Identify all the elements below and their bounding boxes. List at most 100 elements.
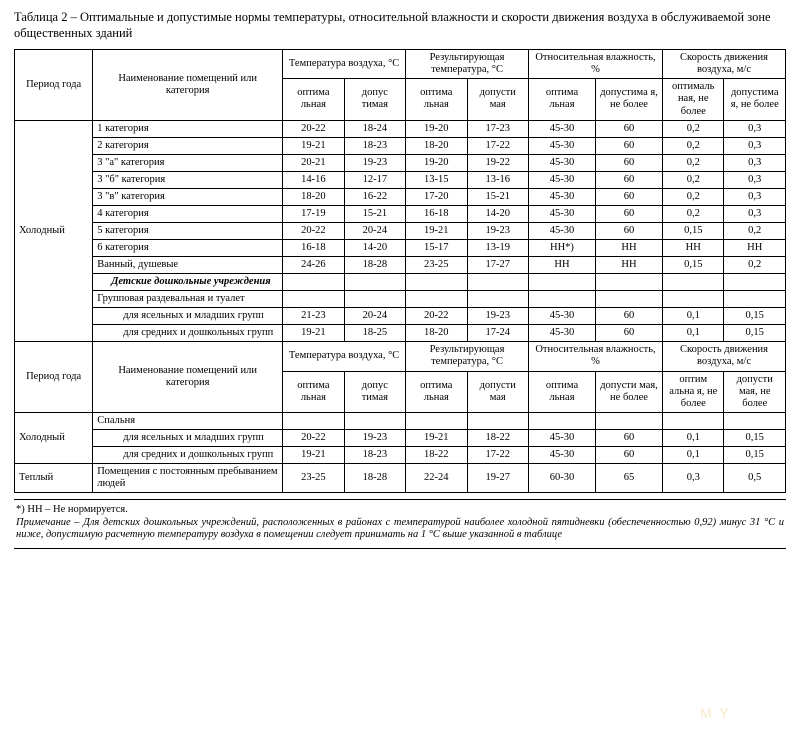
val: 17-20: [406, 188, 467, 205]
val: 0,3: [724, 188, 786, 205]
val: 45-30: [528, 188, 595, 205]
val: 15-21: [467, 188, 528, 205]
hdr-allow: допус тимая: [344, 79, 405, 120]
room-cell: для средних и дошкольных групп: [93, 325, 283, 342]
val: 60: [596, 171, 663, 188]
val: 0,1: [663, 325, 724, 342]
val: НН: [596, 257, 663, 274]
val: 17-22: [467, 137, 528, 154]
val: 45-30: [528, 446, 595, 463]
val: 60: [596, 120, 663, 137]
room-cell: 4 категория: [93, 205, 283, 222]
val: 18-23: [344, 446, 405, 463]
room-cell: для средних и дошкольных групп: [93, 446, 283, 463]
val: 45-30: [528, 308, 595, 325]
val: 60: [596, 222, 663, 239]
footnote-star: *) НН – Не нормируется.: [16, 504, 784, 517]
val: 60: [596, 325, 663, 342]
val: 0,3: [724, 137, 786, 154]
val: 0,3: [724, 120, 786, 137]
val: 17-19: [283, 205, 344, 222]
row-sleep-head: Спальня: [93, 412, 283, 429]
val: 0,2: [663, 171, 724, 188]
val: 19-21: [283, 137, 344, 154]
val: 19-21: [283, 325, 344, 342]
val: 18-24: [344, 120, 405, 137]
val: 0,1: [663, 429, 724, 446]
val: 14-20: [467, 205, 528, 222]
val: 20-24: [344, 308, 405, 325]
val: 20-21: [283, 154, 344, 171]
val: 20-22: [283, 222, 344, 239]
val: 0,2: [663, 154, 724, 171]
val: 0,15: [724, 325, 786, 342]
hdr-temp-air: Температура воздуха, °С: [283, 342, 406, 371]
footnote-label: Примечание: [16, 517, 71, 528]
val: 45-30: [528, 325, 595, 342]
hdr-speed: Скорость движения воздуха, м/с: [663, 50, 786, 79]
val: 0,2: [663, 205, 724, 222]
val: 18-28: [344, 463, 405, 492]
val: 21-23: [283, 308, 344, 325]
val: 60: [596, 137, 663, 154]
val: НН*): [528, 240, 595, 257]
val: 15-21: [344, 205, 405, 222]
val: 17-23: [467, 120, 528, 137]
hdr-opt: оптима льная: [283, 79, 344, 120]
hdr-allow-nb: допустима я, не более: [596, 79, 663, 120]
val: 45-30: [528, 205, 595, 222]
hdr-allow: допусти мая: [467, 79, 528, 120]
val: 18-28: [344, 257, 405, 274]
hdr-period: Период года: [15, 50, 93, 120]
val: 19-21: [406, 222, 467, 239]
val: 18-22: [467, 429, 528, 446]
val: 0,1: [663, 308, 724, 325]
val: 45-30: [528, 171, 595, 188]
val: 19-23: [467, 222, 528, 239]
val: 0,15: [663, 222, 724, 239]
val: 60: [596, 429, 663, 446]
hdr-temp-air: Температура воздуха, °С: [283, 50, 406, 79]
row-group-top: Групповая раздевальная и туалет: [93, 291, 283, 308]
val: 13-16: [467, 171, 528, 188]
val: 0,2: [663, 120, 724, 137]
val: 19-22: [467, 154, 528, 171]
hdr-temp-res: Результирующая температура, °С: [406, 50, 529, 79]
val: 45-30: [528, 154, 595, 171]
room-cell: для ясельных и младших групп: [93, 429, 283, 446]
val: 13-19: [467, 240, 528, 257]
period-cold: Холодный: [15, 412, 93, 463]
val: 19-23: [344, 154, 405, 171]
val: 17-24: [467, 325, 528, 342]
watermark: M Y: [700, 705, 731, 721]
hdr-allow: допус тимая: [344, 371, 405, 412]
val: 18-20: [406, 325, 467, 342]
val: 19-23: [344, 429, 405, 446]
val: 45-30: [528, 137, 595, 154]
val: 0,3: [724, 154, 786, 171]
hdr-opt: оптима льная: [283, 371, 344, 412]
hdr-allow: допусти мая: [467, 371, 528, 412]
val: 0,2: [663, 188, 724, 205]
section-child-head: Детские дошкольные учреждения: [93, 274, 283, 291]
hdr-period: Период года: [15, 342, 93, 412]
val: 60: [596, 308, 663, 325]
footnote-text: – Для детских дошкольных учреждений, рас…: [16, 517, 784, 541]
val: 20-22: [283, 429, 344, 446]
hdr-allow-nb: допусти мая, не более: [596, 371, 663, 412]
val: 16-18: [283, 240, 344, 257]
val: 45-30: [528, 120, 595, 137]
hdr-temp-res: Результирующая температура, °С: [406, 342, 529, 371]
hdr-room: Наименование помещений или категория: [93, 342, 283, 412]
table-footnote: *) НН – Не нормируется. Примечание – Для…: [14, 499, 786, 549]
hdr-humidity: Относительная влажность, %: [528, 342, 662, 371]
val: НН: [596, 240, 663, 257]
val: 23-25: [283, 463, 344, 492]
val: 0,5: [724, 463, 786, 492]
val: НН: [724, 240, 786, 257]
val: 19-23: [467, 308, 528, 325]
hdr-opt-h: оптима льная: [528, 79, 595, 120]
val: 16-22: [344, 188, 405, 205]
val: 45-30: [528, 222, 595, 239]
val: 19-21: [283, 446, 344, 463]
